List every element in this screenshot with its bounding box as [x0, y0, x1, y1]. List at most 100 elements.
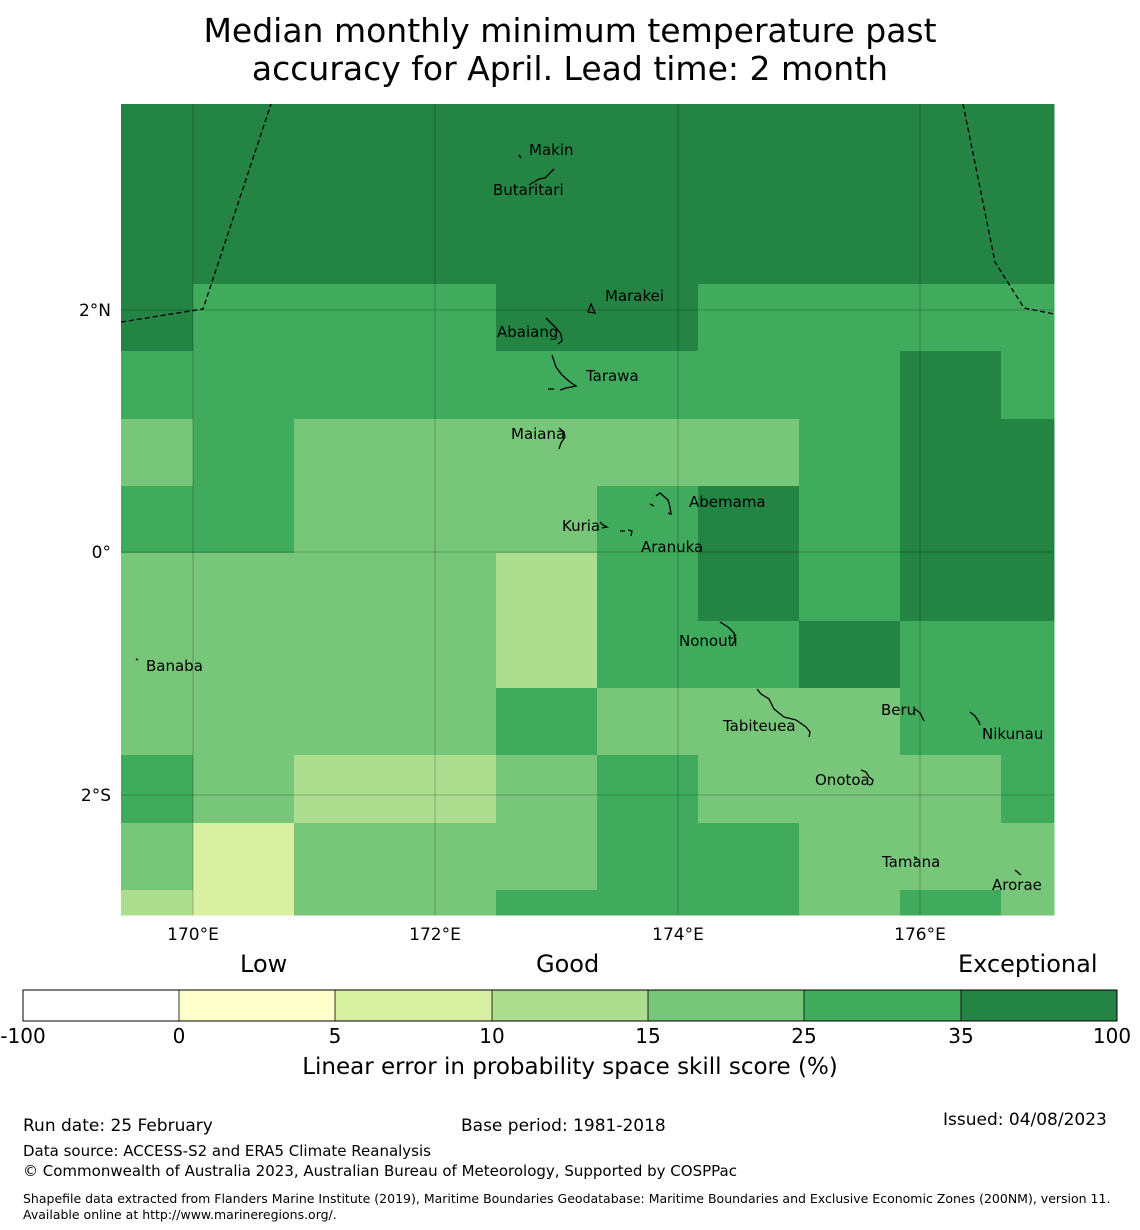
- grid-cell: [698, 890, 800, 916]
- grid-cell: [799, 890, 901, 916]
- grid-cell: [496, 823, 598, 891]
- grid-cell: [395, 284, 497, 352]
- grid-cell: [900, 553, 1002, 622]
- island-label-arorae: Arorae: [992, 876, 1042, 894]
- island-label-maiana: Maiana: [511, 425, 565, 443]
- eez-boundary-east: [962, 103, 1055, 315]
- island-label-tarawa: Tarawa: [585, 367, 639, 385]
- grid-cell: [121, 284, 194, 352]
- grid-cell: [395, 553, 497, 622]
- island-label-makin: Makin: [529, 141, 574, 159]
- grid-cell: [597, 284, 699, 352]
- colorbar-segment-neg: [23, 990, 179, 1021]
- grid-cell: [395, 486, 497, 554]
- island-label-beru: Beru: [881, 701, 916, 719]
- grid-cell: [496, 284, 598, 352]
- grid-cell: [496, 351, 598, 420]
- grid-cell: [698, 284, 800, 352]
- grid-cell: [193, 104, 295, 218]
- grid-cell: [121, 351, 194, 420]
- lon-label-172e: 172°E: [409, 925, 461, 945]
- grid-cell: [121, 621, 194, 689]
- island-label-nikunau: Nikunau: [982, 725, 1043, 743]
- grid-cell: [496, 486, 598, 554]
- island-label-aranuka: Aranuka: [641, 538, 703, 556]
- colorbar-segment-10: [492, 990, 648, 1021]
- grid-cell: [597, 553, 699, 622]
- grid-cell: [799, 351, 901, 420]
- grid-cell: [597, 351, 699, 420]
- butaritari-outline: [528, 168, 555, 186]
- colorbar-segment-25: [804, 990, 961, 1021]
- lon-label-170e: 170°E: [167, 925, 219, 945]
- grid-cell: [496, 755, 598, 824]
- grid-cell: [698, 823, 800, 891]
- grid-cell: [900, 890, 1002, 916]
- grid-cell: [799, 217, 901, 285]
- colorbar-segment-15: [648, 990, 804, 1021]
- grid-cell: [799, 823, 901, 891]
- tabiteuea-outline: [756, 688, 811, 738]
- grid-cell: [193, 419, 295, 487]
- grid-cell: [597, 621, 699, 689]
- grid-cell: [294, 351, 396, 420]
- grid-cell: [900, 351, 1002, 420]
- grid-cell: [900, 755, 1002, 824]
- grid-cell: [395, 104, 497, 218]
- beru-outline: [914, 708, 925, 722]
- grid-cell: [294, 486, 396, 554]
- island-label-kuria: Kuria: [562, 517, 600, 535]
- abaiang-outline: [545, 317, 563, 345]
- colorbar-tick-label: 15: [635, 1024, 661, 1048]
- grid-cell: [121, 688, 194, 756]
- grid-cell: [294, 553, 396, 622]
- grid-cell: [294, 217, 396, 285]
- grid-cell: [1001, 104, 1055, 218]
- grid-cell: [1001, 351, 1055, 420]
- grid-cell: [193, 621, 295, 689]
- grid-cell: [395, 688, 497, 756]
- grid-cell: [496, 217, 598, 285]
- grid-cell: [1001, 755, 1055, 824]
- grid-cell: [294, 823, 396, 891]
- graticule: [121, 104, 1054, 915]
- grid-cell: [1001, 419, 1055, 487]
- grid-cell: [900, 104, 1002, 218]
- grid-cell: [1001, 284, 1055, 352]
- grid-cell: [597, 688, 699, 756]
- grid-cell: [193, 553, 295, 622]
- colorbar: [22, 989, 1118, 1022]
- grid-cell: [193, 688, 295, 756]
- eez-boundary-west: [120, 103, 272, 323]
- grid-cell: [698, 755, 800, 824]
- grid-cell: [900, 486, 1002, 554]
- title-line-1: Median monthly minimum temperature past: [203, 11, 937, 50]
- grid-cell: [698, 486, 800, 554]
- grid-cell: [597, 419, 699, 487]
- grid-cell: [1001, 890, 1055, 916]
- grid-cell: [193, 823, 295, 891]
- aranuka-outline: [620, 529, 633, 537]
- grid-cell: [121, 217, 194, 285]
- grid-cell: [121, 486, 194, 554]
- colorbar-tick-label: -100: [0, 1024, 46, 1048]
- grid-cell: [395, 823, 497, 891]
- grid-cell: [900, 621, 1002, 689]
- island-label-tabiteuea: Tabiteuea: [722, 717, 796, 735]
- grid-cell: [496, 553, 598, 622]
- maiana-outline: [558, 427, 566, 450]
- grid-cell: [121, 553, 194, 622]
- grid-cell: [294, 284, 396, 352]
- grid-cell: [294, 419, 396, 487]
- grid-cell: [597, 890, 699, 916]
- grid-cell: [799, 755, 901, 824]
- grid-cell: [395, 755, 497, 824]
- grid-cell: [121, 419, 194, 487]
- grid-cell: [799, 419, 901, 487]
- colorbar-tick-label: 5: [328, 1024, 342, 1048]
- grid-cell: [1001, 621, 1055, 689]
- lat-label-2n: 2°N: [79, 301, 111, 321]
- island-label-banaba: Banaba: [146, 657, 203, 675]
- grid-cell: [698, 217, 800, 285]
- grid-cell: [193, 890, 295, 916]
